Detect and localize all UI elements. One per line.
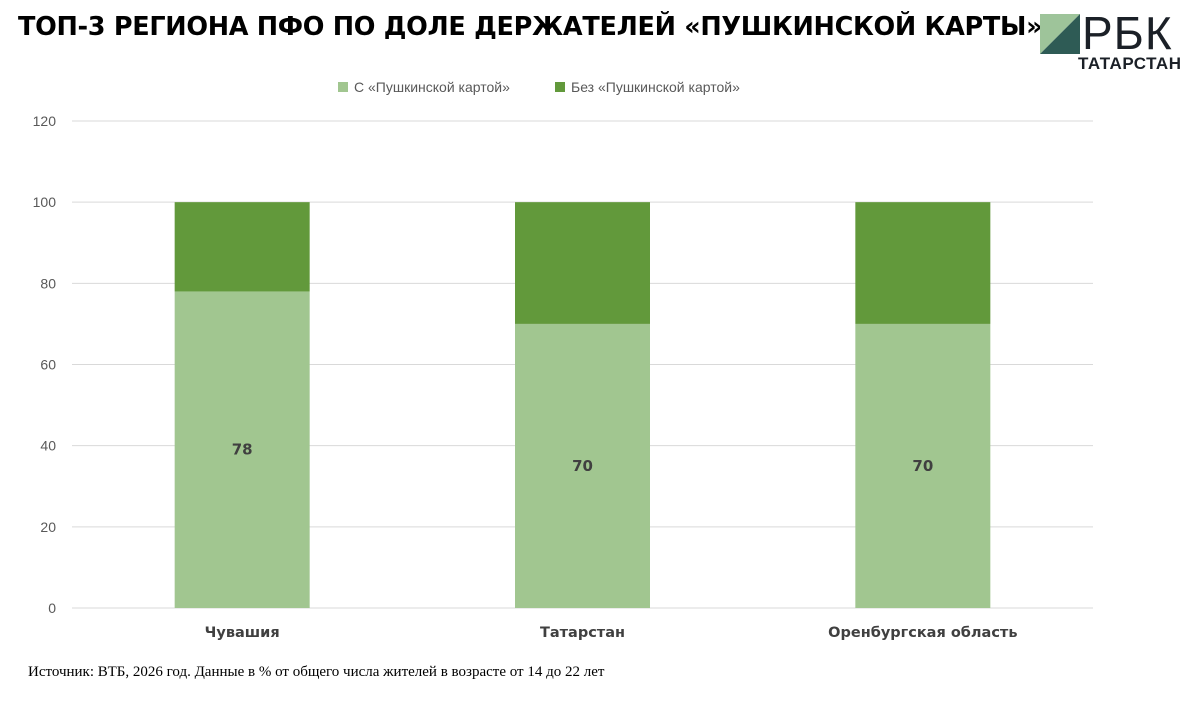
x-category-label: Оренбургская область [828,625,1017,641]
x-category-label: Татарстан [540,625,625,641]
y-tick-label: 120 [33,113,57,129]
legend-item-without-card: Без «Пушкинской картой» [555,79,740,95]
y-tick-label: 80 [40,275,56,291]
rbc-logo-icon [1040,14,1080,54]
source-note: Источник: ВТБ, 2026 год. Данные в % от о… [28,664,605,680]
x-category-label: Чувашия [205,625,280,641]
chart-plot: 0 20 40 60 80 100 120 78 Чувашия 70 Татарстан 70 Оре… [33,113,1093,641]
bar-segment [174,291,310,608]
data-label: 70 [912,457,933,475]
legend-swatch [338,82,348,92]
legend-label: Без «Пушкинской картой» [571,79,740,95]
legend-swatch [555,82,565,92]
rbc-logo: РБК ТАТАРСТАН [1040,7,1190,76]
legend-label: С «Пушкинской картой» [354,79,510,95]
y-tick-label: 20 [40,519,56,535]
y-tick-label: 60 [40,357,56,373]
bar-segment [515,202,650,324]
legend: С «Пушкинской картой» Без «Пушкинской ка… [0,79,1200,99]
data-label: 78 [232,441,253,459]
bar-segment [855,323,991,608]
legend-item-with-card: С «Пушкинской картой» [338,79,510,95]
logo-name: РБК [1082,7,1173,59]
y-tick-label: 40 [40,438,56,454]
bar-segment [515,323,650,608]
bar-segment [855,202,991,324]
bar-segment [174,202,310,292]
data-label: 70 [572,457,593,475]
chart-title: ТОП-3 РЕГИОНА ПФО ПО ДОЛЕ ДЕРЖАТЕЛЕЙ «ПУ… [18,12,1043,42]
y-tick-label: 0 [48,600,56,616]
y-tick-label: 100 [33,194,57,210]
logo-subtitle: ТАТАРСТАН [1078,54,1182,73]
